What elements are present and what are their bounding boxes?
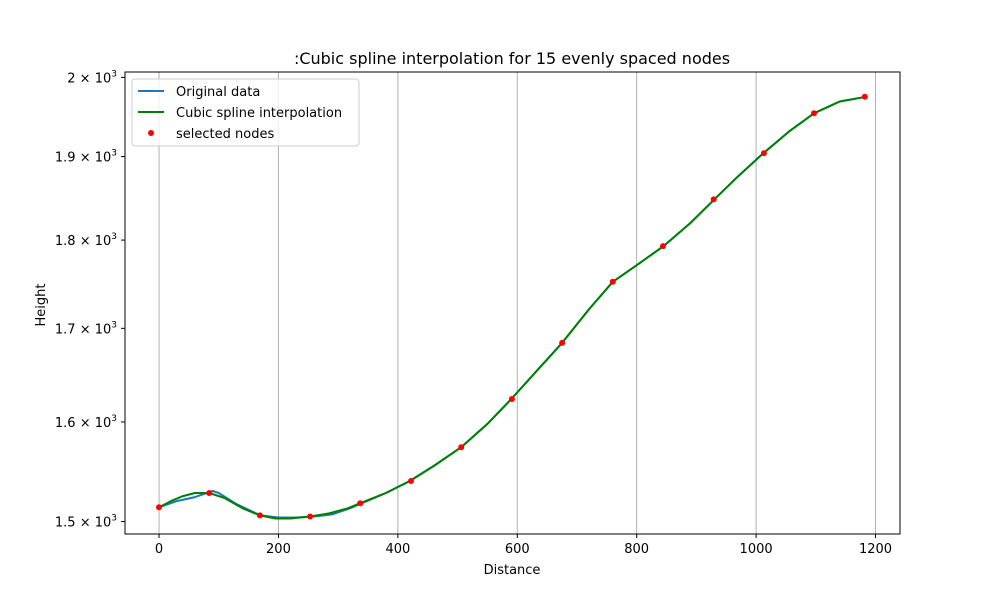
y-tick-mantissa: 1.9 × 10 (55, 151, 111, 166)
selected-node-point (357, 500, 364, 507)
legend-swatch (148, 130, 154, 136)
axes-background (125, 72, 900, 534)
y-tick-label: 1.9 × 103 (55, 149, 117, 166)
y-tick-mantissa: 1.5 × 10 (55, 516, 111, 531)
y-tick-exponent: 3 (111, 69, 117, 79)
selected-node-point (307, 513, 314, 520)
x-tick-label: 400 (385, 542, 410, 557)
selected-node-point (710, 196, 717, 203)
x-tick-label: 800 (624, 542, 649, 557)
legend-label: selected nodes (176, 127, 274, 142)
selected-node-point (206, 490, 213, 496)
y-tick-label: 1.7 × 103 (55, 320, 117, 337)
y-tick-label: 1.8 × 103 (55, 232, 117, 249)
selected-node-point (760, 150, 767, 157)
y-tick-mantissa: 1.7 × 10 (55, 322, 111, 337)
selected-node-point (559, 339, 566, 346)
y-tick-mantissa: 2 × 10 (67, 71, 111, 86)
x-tick-label: 1000 (740, 542, 773, 557)
selected-node-point (861, 93, 868, 100)
y-tick-exponent: 3 (111, 149, 117, 159)
selected-node-point (256, 512, 263, 519)
y-tick-label: 2 × 103 (67, 69, 117, 86)
selected-node-point (458, 444, 465, 451)
axes-frame (124, 71, 901, 535)
y-tick-label: 1.6 × 103 (55, 414, 117, 431)
legend-box (131, 78, 360, 147)
legend: Original data Cubic spline interpolation s… (131, 78, 360, 147)
y-tick-exponent: 3 (111, 414, 117, 424)
selected-node-point (508, 396, 515, 402)
selected-nodes-layer (156, 93, 868, 520)
selected-node-point (660, 243, 666, 250)
grid-lines (158, 72, 877, 534)
series-line-cubic-spline-interpolation (158, 95, 867, 520)
y-tick-mantissa: 1.6 × 10 (55, 416, 111, 431)
selected-node-point (408, 478, 414, 484)
x-tick-label: 0 (155, 542, 163, 557)
y-axis-label: Height (34, 284, 49, 327)
y-tick-exponent: 3 (111, 232, 117, 242)
legend-label: Cubic spline interpolation (176, 106, 342, 121)
plot-area (124, 71, 901, 535)
y-tick-exponent: 3 (111, 320, 117, 330)
x-axis-label: Distance (484, 563, 541, 578)
x-tick-label: 600 (505, 542, 530, 557)
x-tick-label: 200 (266, 542, 291, 557)
selected-node-point (156, 504, 162, 511)
x-axis: 0 200 400 600 800 1000 1200 (155, 534, 892, 557)
y-tick-exponent: 3 (111, 514, 117, 524)
selected-node-point (609, 278, 616, 285)
selected-node-point (811, 110, 817, 117)
y-tick-label: 1.5 × 103 (55, 514, 117, 531)
chart-title: :Cubic spline interpolation for 15 evenl… (294, 49, 730, 68)
x-tick-label: 1200 (859, 542, 892, 557)
y-tick-mantissa: 1.8 × 10 (55, 234, 111, 249)
legend-label: Original data (176, 85, 260, 100)
